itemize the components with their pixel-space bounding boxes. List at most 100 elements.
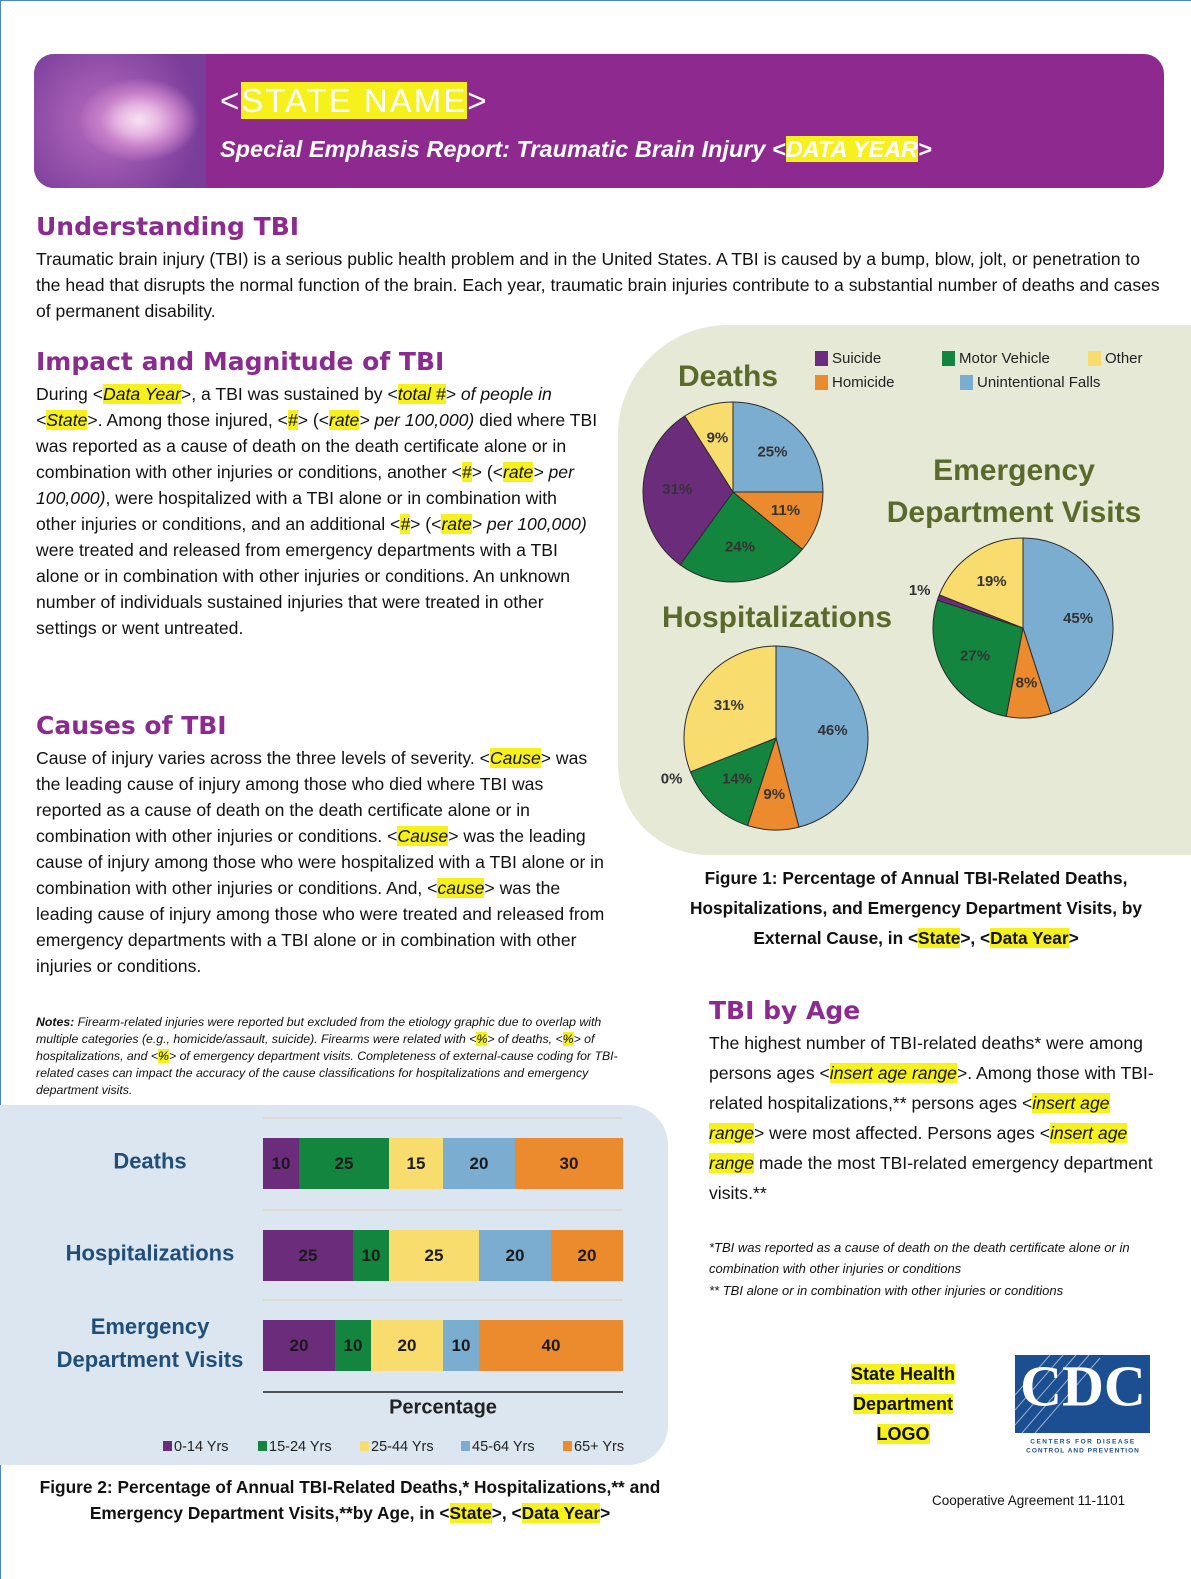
legend-label: Motor Vehicle (959, 350, 1050, 367)
text-run: Special Emphasis Report: Traumatic Brain… (220, 136, 786, 162)
pie-value-label: 9% (763, 786, 785, 803)
bar-value-label: 10 (362, 1246, 381, 1265)
bar-value-label: 20 (470, 1154, 489, 1173)
section-body: Cause of injury varies across the three … (36, 745, 608, 979)
footnote: ** TBI alone or in combination with othe… (709, 1280, 1174, 1301)
pie-value-label: 8% (1016, 675, 1038, 692)
bar-value-label: 10 (452, 1336, 471, 1355)
cdc-logo-name: CDC (1020, 1353, 1146, 1418)
text-run: % (563, 1032, 574, 1046)
pie-value-label: 11% (771, 502, 800, 519)
cdc-logo-tagline: CENTERS FOR DISEASE (1030, 1439, 1135, 1446)
text-run: >, a TBI was sustained by < (181, 384, 398, 404)
bar-value-label: 25 (425, 1246, 444, 1265)
bar-value-label: 20 (506, 1246, 525, 1265)
figure-caption: Figure 1: Percentage of Annual TBI-Relat… (676, 863, 1156, 953)
legend-swatch (942, 351, 955, 366)
text-run: Data Year (522, 1503, 600, 1523)
bar-category-label: Emergency Department Visits (35, 1310, 265, 1376)
cdc-logo-tagline: CONTROL AND PREVENTION (1026, 1448, 1140, 1455)
text-run: Cause (490, 748, 541, 768)
pie-title: Deaths (563, 356, 893, 398)
text-run: > (600, 1503, 610, 1523)
text-run: Notes: (36, 1015, 74, 1029)
bar-value-label: 20 (290, 1336, 309, 1355)
legend-swatch (360, 1441, 369, 1451)
text-run: cause (437, 878, 484, 898)
bar-value-label: 20 (578, 1246, 597, 1265)
bar-category-label: Hospitalizations (35, 1236, 265, 1269)
pie-value-label: 46% (818, 722, 848, 739)
text-run: Data Year (103, 384, 181, 404)
pie-value-label: 45% (1063, 610, 1093, 627)
text-run: STATE NAME (241, 82, 467, 119)
bar-value-label: 10 (272, 1154, 291, 1173)
legend-swatch (1088, 351, 1101, 366)
section-body: During <Data Year>, a TBI was sustained … (36, 381, 598, 641)
report-subtitle: Special Emphasis Report: Traumatic Brain… (220, 136, 932, 163)
text-run: > of deaths, < (487, 1032, 562, 1046)
legend-label: 15-24 Yrs (269, 1439, 332, 1455)
text-run: > were most affected. Persons ages < (754, 1123, 1050, 1143)
bar-value-label: 15 (407, 1154, 426, 1173)
legend-label: 25-44 Yrs (371, 1439, 434, 1455)
text-run: During < (36, 384, 103, 404)
text-run: > per 100,000) (359, 410, 474, 430)
text-run: rate (503, 462, 533, 482)
legend-label: Unintentional Falls (977, 374, 1100, 391)
text-run: insert age range (830, 1063, 957, 1083)
text-run: % (158, 1049, 169, 1063)
legend-swatch (258, 1441, 267, 1451)
text-run: rate (441, 514, 471, 534)
text-run: >. Among those injured, < (87, 410, 288, 430)
pie-value-label: 19% (977, 573, 1007, 590)
legend-swatch (960, 375, 973, 390)
text-run: State Health Department LOGO (851, 1364, 955, 1444)
text-run: State (46, 410, 87, 430)
text-run: # (462, 462, 472, 482)
state-logo-placeholder: State Health Department LOGO (838, 1359, 968, 1449)
text-run: total # (398, 384, 446, 404)
text-run: > (1069, 928, 1079, 948)
section-heading: Impact and Magnitude of TBI (36, 347, 444, 376)
bar-value-label: 20 (398, 1336, 417, 1355)
report-title: <STATE NAME> (220, 82, 489, 120)
text-run: > (< (410, 514, 441, 534)
bar-value-label: 25 (299, 1246, 318, 1265)
text-run: Cause (397, 826, 448, 846)
pie-value-label: 9% (707, 429, 729, 446)
figure-caption: Figure 2: Percentage of Annual TBI-Relat… (20, 1474, 680, 1526)
section-heading: TBI by Age (709, 996, 860, 1025)
text-run: State (450, 1503, 492, 1523)
pie-value-label: 0% (661, 770, 683, 787)
legend-label: 45-64 Yrs (472, 1439, 535, 1455)
legend-swatch (563, 1441, 572, 1451)
pie-value-label: 25% (757, 444, 787, 461)
cdc-logo: CDC CENTERS FOR DISEASE CONTROL AND PREV… (1015, 1353, 1150, 1454)
pie-value-label: 31% (714, 697, 744, 714)
text-run: > per 100,000) (472, 514, 587, 534)
text-run: > (< (472, 462, 503, 482)
text-run: were treated and released from emergency… (36, 540, 570, 638)
pie-value-label: 27% (960, 647, 990, 664)
section-heading: Understanding TBI (36, 212, 299, 241)
text-run: made the most TBI-related emergency depa… (709, 1153, 1153, 1203)
text-run: rate (329, 410, 359, 430)
notes: Notes: Firearm-related injuries were rep… (36, 1014, 628, 1099)
text-run: % (476, 1032, 487, 1046)
text-run: >, < (492, 1503, 522, 1523)
pie-value-label: 24% (725, 538, 755, 555)
text-run: Cause of injury varies across the three … (36, 748, 490, 768)
text-run: > (< (298, 410, 329, 430)
text-run: >, < (960, 928, 990, 948)
section-body: Traumatic brain injury (TBI) is a seriou… (36, 246, 1161, 324)
pie-value-label: 31% (662, 481, 692, 498)
legend-label: Other (1105, 350, 1143, 367)
text-run: # (400, 514, 410, 534)
page: CDC CENTERS FOR DISEASE CONTROL AND PREV… (0, 0, 1191, 1579)
bar-value-label: 25 (335, 1154, 354, 1173)
legend-swatch (461, 1441, 470, 1451)
legend-label: 65+ Yrs (574, 1439, 624, 1455)
footnote: *TBI was reported as a cause of death on… (709, 1237, 1174, 1279)
text-run: DATA YEAR (786, 136, 918, 162)
